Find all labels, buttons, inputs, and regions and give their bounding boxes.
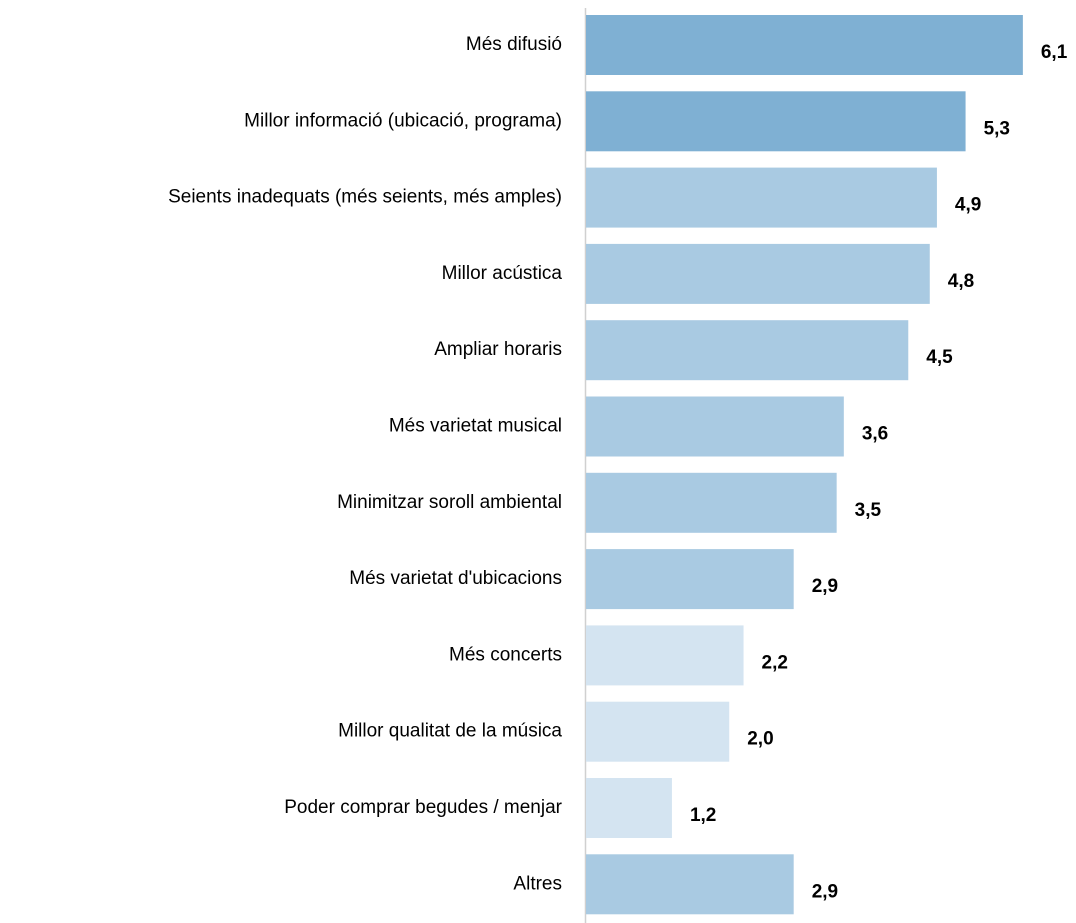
bar: [586, 625, 744, 686]
bar: [586, 167, 937, 228]
category-label: Millor acústica: [442, 263, 563, 284]
bar: [586, 396, 844, 457]
category-label: Més difusió: [466, 34, 562, 55]
value-label: 2,0: [747, 729, 773, 750]
value-label: 4,9: [955, 195, 981, 216]
value-label: 2,2: [762, 652, 788, 673]
bar: [586, 701, 730, 762]
category-label: Millor informació (ubicació, programa): [244, 110, 562, 131]
value-label: 6,1: [1041, 42, 1068, 63]
category-label: Millor qualitat de la música: [338, 721, 562, 742]
bar: [586, 472, 837, 533]
bar: [586, 15, 1023, 75]
bar: [586, 778, 672, 838]
category-label: Ampliar horaris: [434, 339, 562, 360]
value-label: 2,9: [812, 576, 838, 597]
bar: [586, 854, 794, 915]
category-label: Més concerts: [449, 644, 562, 665]
value-label: 3,6: [862, 424, 888, 445]
category-label: Més varietat d'ubicacions: [349, 568, 562, 589]
category-label: Minimitzar soroll ambiental: [337, 492, 562, 513]
category-label: Altres: [513, 873, 562, 894]
category-label: Seients inadequats (més seients, més amp…: [168, 187, 562, 208]
bar: [586, 320, 909, 381]
value-label: 5,3: [984, 118, 1010, 139]
value-label: 4,8: [948, 271, 974, 292]
bar: [586, 549, 794, 610]
bar: [586, 243, 930, 304]
value-label: 2,9: [812, 881, 838, 902]
value-label: 1,2: [690, 805, 716, 826]
bar: [586, 91, 966, 152]
category-label: Poder comprar begudes / menjar: [284, 797, 562, 818]
value-label: 4,5: [926, 347, 953, 368]
category-label: Més varietat musical: [389, 416, 562, 437]
value-label: 3,5: [855, 500, 882, 521]
